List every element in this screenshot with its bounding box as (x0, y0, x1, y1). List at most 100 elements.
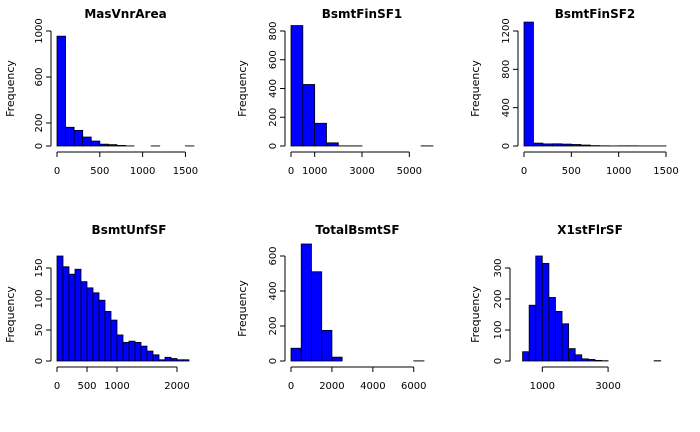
x-tick-label: 6000 (401, 381, 426, 392)
histogram-bar (110, 319, 118, 362)
x-tick-label: 5000 (397, 166, 422, 177)
histogram-bar (99, 143, 109, 147)
y-tick-label: 400 (268, 79, 279, 98)
histogram-bar (68, 273, 76, 362)
y-tick-label: 400 (501, 98, 512, 117)
x-tick-label: 0 (288, 166, 294, 177)
histogram-bar (552, 143, 563, 147)
histogram-bar (73, 129, 84, 147)
chart-title: BsmtFinSF2 (555, 7, 636, 21)
histogram-bar (158, 359, 166, 362)
x-tick-label: 2000 (319, 381, 344, 392)
histogram-bar (314, 122, 327, 147)
y-axis-label: Frequency (469, 286, 482, 343)
x-tick-label: 0 (521, 166, 527, 177)
histogram-panel-0: MasVnrArea 0 200 600 1000 Frequency 0 500 1000 15… (4, 7, 198, 177)
y-tick-label: 0 (501, 143, 512, 149)
histogram-bar (561, 143, 572, 147)
x-tick-label: 1500 (173, 166, 198, 177)
y-axis-label: Frequency (236, 60, 249, 117)
histogram-bar (326, 142, 339, 147)
y-tick-label: 400 (268, 281, 279, 300)
y-tick-label: 200 (493, 289, 504, 308)
y-tick-label: 1000 (34, 18, 45, 43)
y-tick-label: 200 (268, 316, 279, 335)
histogram-bar (535, 255, 543, 362)
y-tick-label: 150 (34, 258, 45, 277)
histogram-bar (152, 354, 160, 362)
y-tick-label: 0 (34, 358, 45, 364)
histogram-bar (522, 351, 530, 362)
x-tick-label: 4000 (360, 381, 385, 392)
y-tick-label: 0 (493, 358, 504, 364)
x-tick-label: 1000 (130, 166, 155, 177)
histogram-bar (170, 358, 178, 362)
histogram-bar (555, 310, 563, 362)
histogram-bar (92, 292, 100, 362)
histogram-bar (523, 21, 534, 147)
histogram-bar (548, 297, 556, 362)
x-tick-label: 3000 (349, 166, 374, 177)
histogram-bar (74, 268, 82, 362)
y-tick-label: 100 (493, 320, 504, 339)
histogram-bar (533, 142, 544, 147)
histogram-bar (134, 341, 142, 362)
y-axis-label: Frequency (236, 280, 249, 337)
histogram-bar (580, 144, 591, 147)
histogram-bar (300, 243, 312, 362)
histogram-bar (581, 358, 589, 362)
histogram-bar (176, 359, 184, 362)
histogram-bar (65, 126, 75, 147)
histogram-bar (104, 310, 112, 362)
x-tick-label: 1000 (530, 381, 555, 392)
histogram-bar (541, 262, 550, 362)
x-tick-label: 2000 (164, 381, 189, 392)
y-tick-label: 600 (268, 246, 279, 265)
histogram-bar (570, 144, 582, 147)
y-tick-label: 200 (34, 113, 45, 132)
y-axis-label: Frequency (469, 60, 482, 117)
histogram-bar (561, 323, 570, 362)
y-tick-label: 600 (34, 67, 45, 86)
histogram-bar (290, 25, 304, 147)
histogram-bar (528, 304, 537, 362)
histogram-panel-2: BsmtFinSF2 0 400 800 1200 Frequency 0 500 1000 15… (469, 7, 679, 177)
y-tick-label: 800 (268, 21, 279, 40)
x-tick-label: 500 (562, 166, 581, 177)
y-tick-label: 600 (268, 50, 279, 69)
x-tick-label: 1000 (606, 166, 631, 177)
x-tick-label: 0 (54, 381, 60, 392)
y-tick-label: 0 (34, 143, 45, 149)
x-tick-label: 1500 (653, 166, 678, 177)
histogram-bar (302, 84, 316, 147)
x-tick-label: 1000 (104, 381, 129, 392)
x-tick-label: 500 (77, 381, 96, 392)
histogram-bar (574, 354, 583, 362)
chart-title: BsmtFinSF1 (322, 7, 403, 21)
histogram-bar (331, 356, 343, 362)
y-tick-label: 300 (493, 258, 504, 277)
histogram-bar (128, 340, 136, 362)
y-tick-label: 1200 (501, 18, 512, 43)
histogram-bar (107, 144, 118, 147)
histogram-bar (587, 359, 596, 362)
histogram-bar (90, 140, 101, 147)
x-tick-label: 0 (54, 166, 60, 177)
histogram-bar (290, 347, 302, 362)
histogram-panel-4: TotalBsmtSF 0 200 400 600 Frequency 0 2000 4000 6… (236, 223, 426, 392)
y-axis-label: Frequency (4, 60, 17, 117)
histogram-bar (542, 143, 553, 147)
histogram-bar (116, 145, 126, 147)
histogram-bar (62, 266, 70, 362)
histogram-bar (311, 271, 323, 362)
histogram-bar (56, 255, 64, 362)
x-tick-label: 3000 (595, 381, 620, 392)
histogram-bar (182, 359, 190, 362)
histogram-bar (321, 329, 333, 362)
histogram-bar (116, 334, 124, 362)
histogram-panel-1: BsmtFinSF1 0 200 400 600 800 Frequency 0 1000 300… (236, 7, 434, 177)
histogram-bar (568, 348, 576, 362)
histogram-bar (146, 350, 154, 362)
